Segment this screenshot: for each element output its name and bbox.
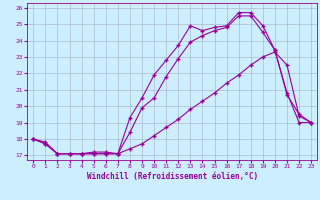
X-axis label: Windchill (Refroidissement éolien,°C): Windchill (Refroidissement éolien,°C) [87,172,258,181]
